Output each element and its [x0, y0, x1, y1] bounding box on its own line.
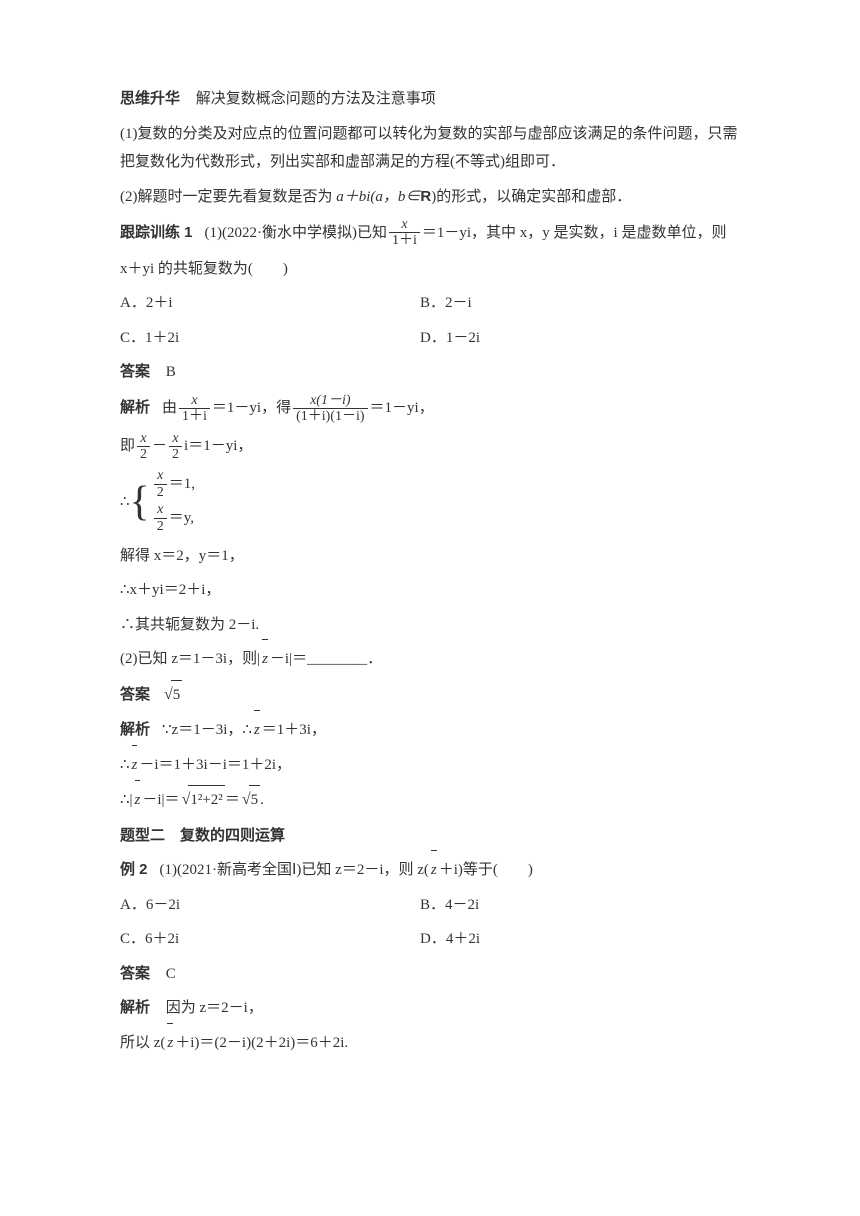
options2-row-2: C．6＋2i D．4＋2i — [120, 925, 740, 954]
jiexi-1-line3: 解得 x＝2，y＝1， — [120, 542, 740, 571]
option-b2: B．4－2i — [420, 891, 740, 920]
jiexi-2-line1: 解析 ∵z＝1－3i，∴ z ＝1＋3i， — [120, 716, 740, 745]
track-question-1: 跟踪训练 1 (1)(2022·衡水中学模拟)已知 x 1＋i ＝1－yi，其中… — [120, 217, 740, 249]
fraction-1: x 1＋i — [389, 217, 420, 249]
example-2: 例 2 (1)(2021·新高考全国Ⅰ)已知 z＝2－i，则 z( z ＋i)等… — [120, 856, 740, 885]
track-question-1-line2: x＋yi 的共轭复数为( ) — [120, 255, 740, 284]
jiexi-3-line1: 解析 因为 z＝2－i， — [120, 994, 740, 1023]
brace-icon: { — [130, 481, 150, 523]
siwei-sub: 解决复数概念问题的方法及注意事项 — [196, 91, 436, 107]
paragraph-2: (2)解题时一定要先看复数是否为 a＋bi(a，b∈R)的形式，以确定实部和虚部… — [120, 183, 740, 212]
option-a2: A．6－2i — [120, 891, 420, 920]
siwei-heading: 思维升华 解决复数概念问题的方法及注意事项 — [120, 85, 740, 114]
paragraph-1: (1)复数的分类及对应点的位置问题都可以转化为复数的实部与虚部应该满足的条件问题… — [120, 120, 740, 177]
track-label: 跟踪训练 1 — [120, 219, 193, 248]
question-2: (2)已知 z＝1－3i，则| z －i|＝________． — [120, 645, 740, 674]
option-b1: B．2－i — [420, 289, 740, 318]
options2-row-1: A．6－2i B．4－2i — [120, 891, 740, 920]
sqrt-5: √5 — [162, 680, 182, 710]
jiexi-1-line1: 解析 由 x 1＋i ＝1－yi，得 x(1－i) (1＋i)(1－i) ＝1－… — [120, 393, 740, 425]
z-conjugate: z — [260, 645, 270, 674]
equation-system: ∴ { x 2 ＝1, x 2 ＝y, — [120, 468, 740, 536]
siwei-title: 思维升华 — [120, 90, 180, 107]
answer-3: 答案 C — [120, 960, 740, 989]
tixing-2-heading: 题型二 复数的四则运算 — [120, 822, 740, 851]
jiexi-1-line4: ∴x＋yi＝2＋i， — [120, 576, 740, 605]
answer-2: 答案 √5 — [120, 680, 740, 710]
option-c1: C．1＋2i — [120, 324, 420, 353]
answer-1: 答案 B — [120, 358, 740, 387]
options-row-1: A．2＋i B．2－i — [120, 289, 740, 318]
option-a1: A．2＋i — [120, 289, 420, 318]
jiexi-2-line2: ∴ z －i＝1＋3i－i＝1＋2i， — [120, 751, 740, 780]
jiexi-3-line2: 所以 z( z ＋i)＝(2－i)(2＋2i)＝6＋2i. — [120, 1029, 740, 1058]
option-d2: D．4＋2i — [420, 925, 740, 954]
jiexi-1-line2: 即 x 2 － x 2 i＝1－yi， — [120, 431, 740, 463]
options-row-2: C．1＋2i D．1－2i — [120, 324, 740, 353]
jiexi-1-line5: ∴其共轭复数为 2－i. — [120, 611, 740, 640]
option-c2: C．6＋2i — [120, 925, 420, 954]
option-d1: D．1－2i — [420, 324, 740, 353]
jiexi-2-line3: ∴| z －i|＝ √1²+2² ＝ √5 . — [120, 785, 740, 815]
